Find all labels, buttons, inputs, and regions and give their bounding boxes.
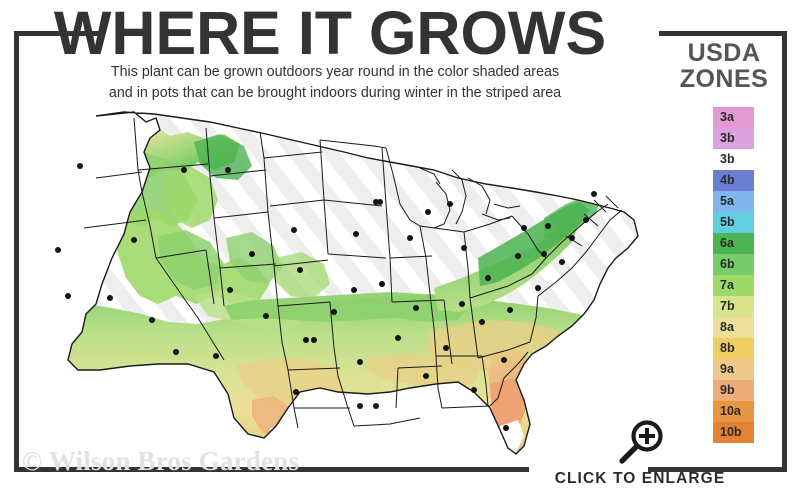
usda-heading-line-2: ZONES bbox=[679, 65, 769, 93]
zone-swatch-9b: 9b bbox=[713, 380, 754, 401]
frame-left-edge bbox=[14, 31, 19, 472]
frame-top-left-segment bbox=[14, 31, 100, 36]
frame-right-edge bbox=[782, 31, 787, 472]
zone-swatch-8a: 8a bbox=[713, 317, 754, 338]
usda-zone-map[interactable] bbox=[38, 108, 648, 458]
subtitle-line-2: and in pots that can be brought indoors … bbox=[108, 85, 562, 101]
magnifier-plus-icon[interactable] bbox=[616, 418, 668, 466]
zone-swatch-10b: 10b bbox=[713, 422, 754, 443]
frame-bottom-left-segment bbox=[14, 467, 529, 472]
usda-heading-line-1: USDA bbox=[687, 39, 761, 67]
zone-swatch-6a: 6a bbox=[713, 233, 754, 254]
zone-swatch-7a: 7a bbox=[713, 275, 754, 296]
frame-top-right-segment bbox=[659, 31, 787, 36]
subtitle-line-1: This plant can be grown outdoors year ro… bbox=[110, 64, 560, 80]
map-svg[interactable] bbox=[38, 108, 648, 458]
zone-swatch-3b: 3b bbox=[720, 152, 735, 167]
usda-zones-heading: USDA ZONES bbox=[660, 40, 788, 92]
city-dots bbox=[55, 163, 597, 431]
page-title: WHERE IT GROWS bbox=[53, 0, 607, 67]
watermark: © Wilson Bros Gardens bbox=[22, 446, 300, 476]
usda-zone-legend: 3a 3b 3b 4b 5a 5b 6a 6b 7a 7b 8a 8b 9a 9b 10a 10b bbox=[713, 107, 754, 443]
zone-swatch-5b: 5b bbox=[713, 212, 754, 233]
zone-swatch-7b: 7b bbox=[713, 296, 754, 317]
zone-swatch-6b: 6b bbox=[713, 254, 754, 275]
zone-swatch-10a: 10a bbox=[713, 401, 754, 422]
frame-bottom-right-segment bbox=[648, 467, 787, 472]
zone-swatch-3a: 3a bbox=[713, 107, 754, 128]
zone-swatch-8b: 8b bbox=[713, 338, 754, 359]
state-borders bbox=[83, 117, 623, 429]
zone-swatch-4b: 4b bbox=[713, 170, 754, 191]
click-to-enlarge-label[interactable]: CLICK TO ENLARGE bbox=[554, 470, 726, 487]
zone-swatch-3b: 3b bbox=[713, 128, 754, 149]
zone-swatch-5a: 5a bbox=[713, 191, 754, 212]
south-texas-uncovered-zone bbox=[270, 426, 288, 446]
zone-swatch-9a: 9a bbox=[713, 359, 754, 380]
us-outline bbox=[67, 111, 639, 455]
page-subtitle: This plant can be grown outdoors year ro… bbox=[40, 62, 630, 104]
